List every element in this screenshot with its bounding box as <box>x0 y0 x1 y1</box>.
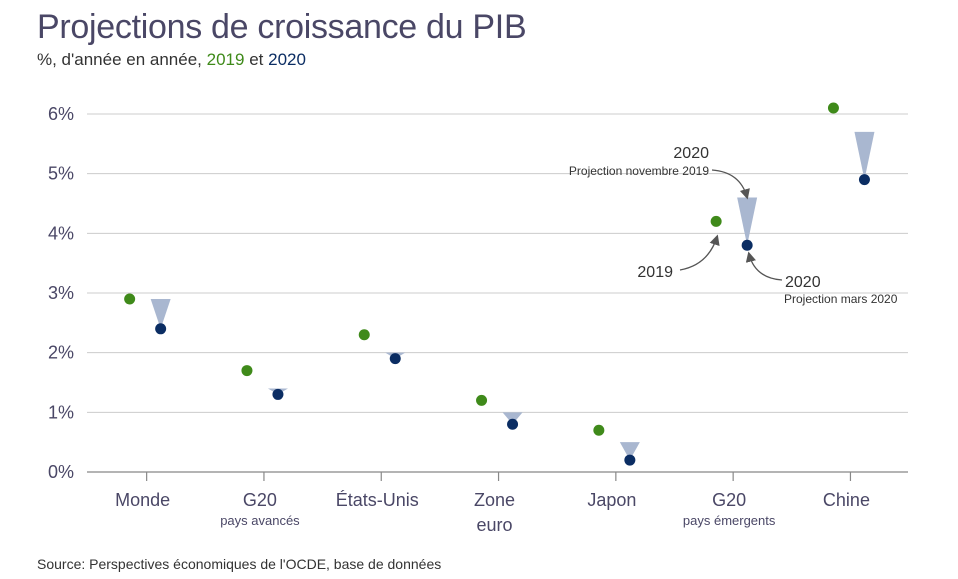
annotation-2019-arrow <box>679 234 720 271</box>
annotation-2019: 2019 <box>637 264 673 281</box>
x-category-label: États-Unis <box>336 490 419 510</box>
point-2019 <box>476 394 488 406</box>
x-category-sublabel: pays avancés <box>220 513 300 528</box>
x-category-label: Chine <box>823 490 870 510</box>
y-tick-label: 1% <box>48 402 74 422</box>
point-2019 <box>593 424 605 436</box>
projection-revision-marker <box>150 298 171 329</box>
x-category-label: G20 <box>243 490 277 510</box>
point-2019 <box>358 329 370 341</box>
y-tick-label: 4% <box>48 223 74 243</box>
x-category-label: Zone <box>474 490 515 510</box>
x-category-label-line2: euro <box>477 515 513 535</box>
x-category-sublabel: pays émergents <box>683 513 776 528</box>
point-2020 <box>624 454 636 466</box>
x-category-label: G20 <box>712 490 746 510</box>
legend-2020: 2020 <box>268 50 306 69</box>
annotation-mar-text: Projection mars 2020 <box>784 292 898 306</box>
point-2019 <box>241 365 253 377</box>
x-category-label: Monde <box>115 490 170 510</box>
y-tick-label: 0% <box>48 462 74 482</box>
y-tick-label: 3% <box>48 283 74 303</box>
legend-conj: et <box>249 50 264 69</box>
annotation-nov-text: Projection novembre 2019 <box>569 164 709 178</box>
point-2020 <box>507 418 519 430</box>
x-category-label: Japon <box>587 490 636 510</box>
chart-title: Projections de croissance du PIB <box>37 8 527 46</box>
annotation-nov-year: 2020 <box>673 145 709 162</box>
point-2020 <box>741 239 753 251</box>
chart-subtitle: %, d'année en année, 2019 et 2020 <box>37 50 306 70</box>
source-note: Source: Perspectives économiques de l'OC… <box>37 556 442 572</box>
annotation-mar-year: 2020 <box>785 274 821 291</box>
point-2019 <box>710 215 722 227</box>
projection-revision-marker <box>502 412 523 425</box>
legend-2019: 2019 <box>206 50 245 69</box>
subtitle-unit: %, d'année en année, <box>37 50 202 69</box>
projection-revision-marker <box>619 442 640 461</box>
projection-revision-marker <box>854 131 875 180</box>
point-2020 <box>389 353 401 365</box>
point-2020 <box>155 323 167 335</box>
point-2019 <box>124 293 136 305</box>
point-2020 <box>272 388 284 400</box>
projection-revision-marker <box>737 197 758 246</box>
annotation-mar-arrow <box>745 251 783 281</box>
y-tick-label: 5% <box>48 164 74 184</box>
point-2019 <box>827 102 839 114</box>
y-tick-label: 6% <box>48 104 74 124</box>
annotation-nov-arrow <box>711 169 750 200</box>
y-tick-label: 2% <box>48 343 74 363</box>
point-2020 <box>858 174 870 186</box>
